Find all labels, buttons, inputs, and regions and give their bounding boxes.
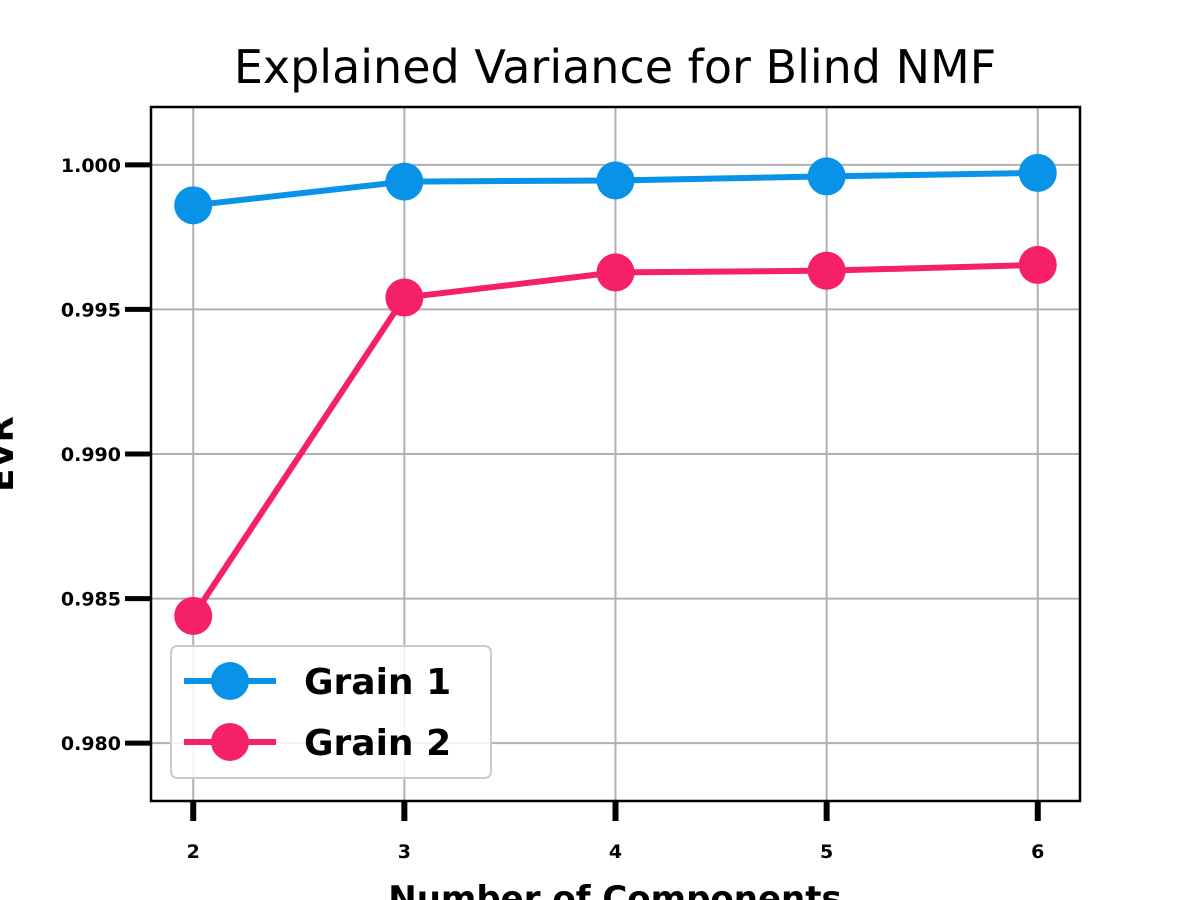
data-point (385, 162, 424, 201)
y-tick-label: 0.985 (61, 589, 121, 611)
legend-marker (211, 723, 249, 761)
series-group (174, 153, 1057, 635)
data-point (174, 596, 213, 635)
y-tick-label: 1.000 (61, 155, 121, 177)
data-point (1018, 245, 1057, 284)
data-point (385, 278, 424, 317)
y-tick-label: 0.990 (61, 444, 121, 466)
y-axis-label: EVR (0, 416, 22, 492)
y-tick-label: 0.995 (61, 299, 121, 321)
x-tick-label: 3 (398, 841, 411, 863)
legend: Grain 1 Grain 2 (170, 645, 492, 779)
x-tick-label: 2 (187, 841, 200, 863)
x-tick-label: 5 (820, 841, 833, 863)
x-tick-label: 4 (609, 841, 622, 863)
data-point (596, 253, 635, 292)
data-point (807, 157, 846, 196)
data-point (596, 161, 635, 200)
legend-label: Grain 1 (304, 662, 451, 703)
chart-title: Explained Variance for Blind NMF (234, 40, 996, 94)
data-point (1018, 153, 1057, 192)
x-axis-label: Number of Components (388, 879, 841, 900)
data-point (174, 186, 213, 225)
x-tick-label: 6 (1031, 841, 1044, 863)
y-tick-label: 0.980 (61, 733, 121, 755)
ticks: 2 3 4 5 6 0.980 0.985 0.990 0.995 1.000 (61, 155, 1044, 863)
data-point (807, 251, 846, 290)
legend-label: Grain 2 (304, 723, 451, 764)
legend-marker (211, 662, 249, 700)
